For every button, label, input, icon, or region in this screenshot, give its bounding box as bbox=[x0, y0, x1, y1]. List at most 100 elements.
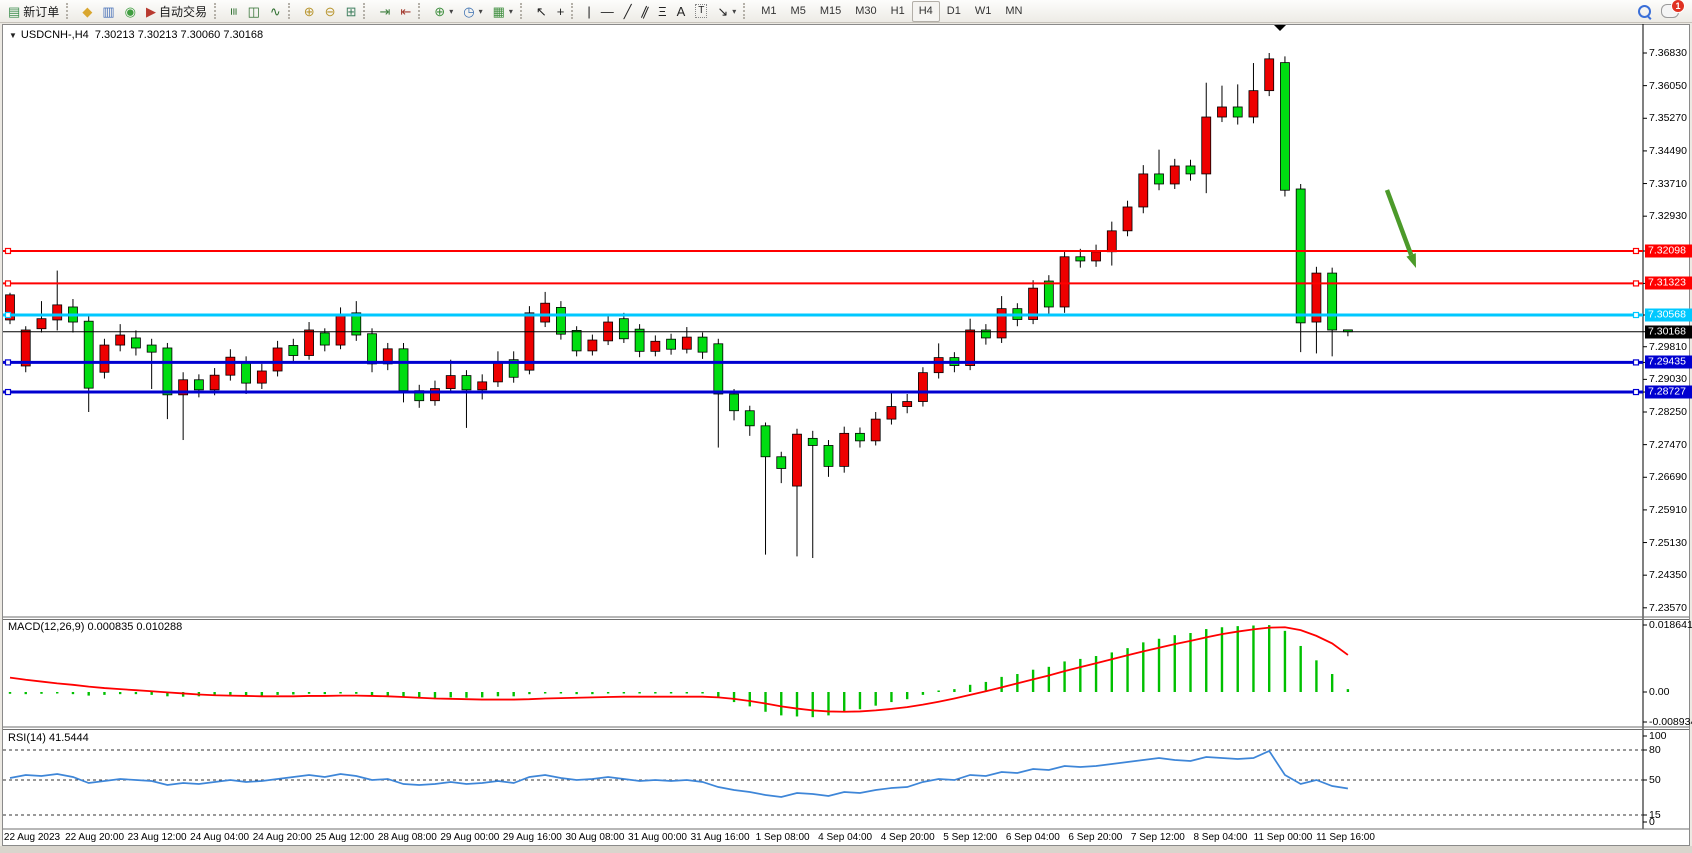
toolbar: ▤ 新订单 ◆ ▥ ◉ ▶ 自动交易 ≡ ◫ ∿ ⊕ ⊖ ⊞ ⇥ ⇤ ⊕ ▾ ◷ ▾ ▦ ▾ ↖ + | — ╱ ∥ Ξ A T ↘ ▾ M1 M… bbox=[0, 0, 1692, 23]
price-tick-label: 7.36830 bbox=[1649, 47, 1687, 59]
price-tick-label: 7.34490 bbox=[1649, 144, 1687, 157]
periods-button[interactable]: ◷ ▾ bbox=[458, 0, 487, 23]
zoom-out-button[interactable]: ⊖ bbox=[320, 0, 341, 23]
data-window-button[interactable]: ▥ bbox=[97, 0, 119, 23]
crosshair-icon: + bbox=[556, 3, 565, 19]
auto-trading-button-label: 自动交易 bbox=[158, 4, 207, 19]
toolbar-separator bbox=[363, 3, 370, 19]
dropdown-caret-icon: ▾ bbox=[732, 6, 737, 16]
new-order-button-label: 新订单 bbox=[23, 4, 60, 19]
zoom-out-icon: ⊖ bbox=[324, 3, 336, 19]
timeframe-h4-button[interactable]: H4 bbox=[911, 0, 940, 22]
candle-chart-button[interactable]: ◫ bbox=[243, 0, 265, 23]
price-tick-label: 7.32930 bbox=[1649, 210, 1687, 223]
channel-button[interactable]: ∥ bbox=[637, 0, 654, 23]
time-axis-label: 30 Aug 08:00 bbox=[565, 832, 625, 843]
auto-trading-icon: ▶ bbox=[145, 3, 156, 19]
chart-menu-arrow-icon[interactable]: ▼ bbox=[9, 31, 17, 40]
text-icon: A bbox=[676, 3, 686, 19]
auto-scroll-icon: ⇥ bbox=[379, 3, 391, 19]
periods-icon: ◷ bbox=[463, 3, 475, 19]
templates-button[interactable]: ▦ ▾ bbox=[488, 0, 518, 23]
support-line-2-price-tag: 7.28727 bbox=[1645, 385, 1692, 399]
chat-icon[interactable]: 1 bbox=[1661, 0, 1685, 18]
chart-window bbox=[2, 24, 1690, 846]
auto-scroll-button[interactable]: ⇥ bbox=[374, 0, 395, 23]
timeframe-h1-button[interactable]: H1 bbox=[890, 4, 905, 17]
tile-windows-icon: ⊞ bbox=[345, 3, 357, 19]
chat-badge: 1 bbox=[1671, 0, 1685, 13]
new-order-icon: ▤ bbox=[8, 3, 21, 19]
timeframe-m1-button[interactable]: M1 bbox=[761, 4, 777, 17]
auto-trading-button[interactable]: ▶ 自动交易 bbox=[141, 0, 212, 23]
time-axis-label: 4 Sep 20:00 bbox=[880, 832, 935, 843]
time-axis-label: 8 Sep 04:00 bbox=[1193, 832, 1248, 843]
toolbar-separator bbox=[213, 3, 221, 19]
hline-icon: — bbox=[600, 3, 614, 19]
price-tick-label: 7.29810 bbox=[1649, 340, 1687, 353]
macd-axis-label: -0.008934 bbox=[1649, 716, 1692, 728]
rsi-pane-label: RSI(14) 41.5444 bbox=[8, 732, 89, 744]
time-axis-label: 25 Aug 12:00 bbox=[315, 832, 375, 843]
time-axis-label: 1 Sep 08:00 bbox=[755, 832, 810, 843]
time-axis-label: 28 Aug 08:00 bbox=[377, 832, 437, 843]
rsi-axis-label: 0 bbox=[1649, 816, 1655, 828]
crosshair-button[interactable]: + bbox=[552, 0, 570, 23]
timeframe-m15-button[interactable]: M15 bbox=[819, 4, 842, 17]
time-axis-label: 31 Aug 16:00 bbox=[690, 832, 750, 843]
timeframe-d1-button[interactable]: D1 bbox=[946, 4, 961, 17]
toolbar-separator bbox=[519, 3, 527, 19]
signals-icon-button[interactable]: ◉ bbox=[120, 0, 141, 23]
price-tick-label: 7.35270 bbox=[1649, 112, 1687, 125]
rsi-axis-label: 100 bbox=[1649, 730, 1667, 742]
time-axis-label: 6 Sep 20:00 bbox=[1068, 832, 1123, 843]
toolbar-separator bbox=[743, 3, 750, 19]
rsi-axis-label: 80 bbox=[1649, 744, 1661, 756]
price-tick-label: 7.36050 bbox=[1649, 79, 1687, 92]
timeframe-w1-button[interactable]: W1 bbox=[974, 4, 992, 17]
price-tick-label: 7.28250 bbox=[1649, 405, 1687, 418]
price-tick-label: 7.23570 bbox=[1649, 601, 1687, 614]
time-axis-label: 29 Aug 00:00 bbox=[440, 832, 500, 843]
price-tick-label: 7.24350 bbox=[1649, 569, 1687, 582]
label-icon: T bbox=[695, 4, 708, 18]
toolbar-separator bbox=[418, 3, 425, 19]
chart-shift-button[interactable]: ⇤ bbox=[395, 0, 416, 23]
time-axis-label: 23 Aug 12:00 bbox=[127, 832, 187, 843]
time-axis-label: 4 Sep 04:00 bbox=[818, 832, 873, 843]
arrows-button[interactable]: ↘ ▾ bbox=[712, 0, 741, 23]
gem-icon-button[interactable]: ◆ bbox=[77, 0, 97, 23]
tile-windows-button[interactable]: ⊞ bbox=[341, 0, 362, 23]
time-axis-label: 31 Aug 00:00 bbox=[628, 832, 687, 843]
bar-chart-button[interactable]: ≡ bbox=[225, 0, 243, 23]
trendline-button[interactable]: ╱ bbox=[619, 0, 637, 23]
timeframe-mn-button[interactable]: MN bbox=[1005, 4, 1023, 17]
price-tick-label: 7.26690 bbox=[1649, 471, 1687, 484]
arrows-icon: ↘ bbox=[717, 3, 729, 19]
signals-icon-icon: ◉ bbox=[124, 3, 136, 19]
chart-shift-icon: ⇤ bbox=[400, 3, 412, 19]
macd-axis-label: 0.00 bbox=[1649, 686, 1670, 698]
timeframe-m30-button[interactable]: M30 bbox=[855, 4, 877, 17]
text-button[interactable]: A bbox=[672, 0, 691, 23]
fibonacci-button[interactable]: Ξ bbox=[653, 0, 671, 23]
zoom-in-button[interactable]: ⊕ bbox=[299, 0, 320, 23]
indicators-button[interactable]: ⊕ ▾ bbox=[429, 0, 458, 23]
timeframe-m5-button[interactable]: M5 bbox=[790, 4, 806, 17]
time-axis-label: 5 Sep 12:00 bbox=[943, 832, 998, 843]
vline-button[interactable]: | bbox=[582, 0, 595, 23]
channel-icon: ∥ bbox=[638, 2, 651, 20]
current-price-tag: 7.30168 bbox=[1645, 325, 1692, 339]
vline-icon: | bbox=[587, 3, 591, 19]
search-icon[interactable] bbox=[1638, 4, 1652, 20]
macd-axis-label: 0.018641 bbox=[1649, 619, 1692, 631]
label-button[interactable]: T bbox=[690, 0, 712, 23]
line-chart-button[interactable]: ∿ bbox=[265, 0, 286, 23]
bar-chart-icon: ≡ bbox=[226, 7, 242, 15]
hline-button[interactable]: — bbox=[596, 0, 619, 23]
time-axis-label: 6 Sep 04:00 bbox=[1005, 832, 1060, 843]
rsi-axis-label: 15 bbox=[1649, 809, 1661, 821]
candle-chart-icon: ◫ bbox=[247, 3, 260, 19]
new-order-button[interactable]: ▤ 新订单 bbox=[3, 0, 64, 23]
cursor-button[interactable]: ↖ bbox=[531, 0, 552, 23]
